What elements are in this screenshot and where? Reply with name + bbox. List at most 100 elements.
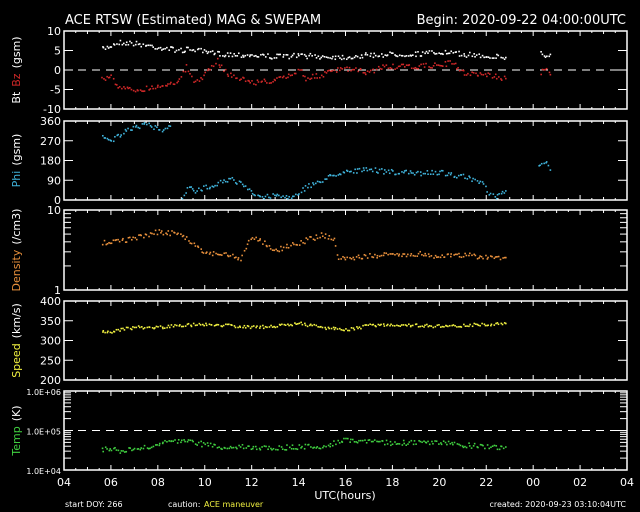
data-point [313,323,316,326]
data-point [490,446,492,449]
data-point [323,55,326,58]
data-point [394,441,396,443]
data-point [352,256,355,259]
data-point [127,127,129,130]
data-point [471,71,473,74]
data-point [464,177,466,180]
data-point [483,323,486,326]
data-point [396,252,398,255]
data-point [252,445,255,448]
data-point [473,442,476,445]
data-point [365,52,367,54]
data-point [335,71,338,73]
data-point [545,67,548,70]
data-point [212,251,215,253]
data-point [211,445,214,448]
data-point [102,450,105,453]
data-point [316,446,319,448]
data-point [288,195,291,198]
data-point [435,440,438,443]
data-point [147,447,150,450]
data-point [167,324,170,327]
data-point [325,328,327,331]
data-point [233,325,236,327]
data-point [309,323,312,326]
data-point [197,245,199,248]
data-point [291,324,294,327]
data-point [370,52,372,55]
y-axis-label-part: Temp [10,426,23,456]
data-point [386,54,389,56]
data-point [219,55,221,57]
data-point [140,234,142,237]
data-point [436,256,438,259]
data-point [243,249,246,252]
data-point [363,169,365,172]
data-point [224,180,227,183]
data-point [151,44,153,47]
data-point [110,449,113,452]
data-point [364,439,366,441]
data-point [405,55,408,57]
data-point [426,323,428,326]
data-point [368,168,371,171]
data-point [226,52,229,54]
data-point [150,126,153,128]
data-point [378,55,381,57]
data-point [178,325,181,327]
data-point [350,170,352,173]
data-point [362,324,364,327]
data-point [258,239,261,242]
data-point [158,229,161,231]
y-tick-label: 1.0E+05 [26,428,61,437]
data-point [395,173,397,176]
data-point [471,325,474,328]
data-point [424,172,427,175]
data-point [341,441,344,443]
data-point [235,446,237,449]
data-point [201,323,204,326]
data-point [327,238,330,240]
data-point [244,185,247,187]
data-point [240,259,242,262]
data-point [296,448,299,451]
data-point [429,66,432,69]
data-point [390,323,392,326]
data-point [158,444,161,447]
data-point [505,322,507,325]
data-point [503,192,506,194]
data-point [158,442,161,445]
data-point [405,444,408,447]
data-point [307,186,309,189]
data-point [372,56,375,59]
x-tick-label: 02 [573,476,587,489]
data-point [185,192,187,194]
data-point [293,52,295,55]
data-point [469,176,471,179]
data-point [538,164,540,167]
data-point [549,73,552,76]
data-point [385,439,388,442]
data-point [405,169,407,172]
data-point [162,48,165,50]
data-point [156,86,159,88]
data-point [191,75,193,78]
data-point [479,56,482,59]
data-point [541,53,544,56]
data-point [218,253,220,256]
data-point [117,328,120,331]
data-point [220,447,222,450]
data-point [488,447,491,450]
data-point [232,446,235,449]
data-point [214,52,216,55]
data-point [316,77,318,79]
data-point [496,322,499,324]
data-point [122,42,125,45]
data-point [182,234,185,237]
data-point [312,447,314,449]
data-point [338,173,341,175]
data-point [452,52,455,54]
data-point [107,138,110,141]
data-point [160,230,163,232]
